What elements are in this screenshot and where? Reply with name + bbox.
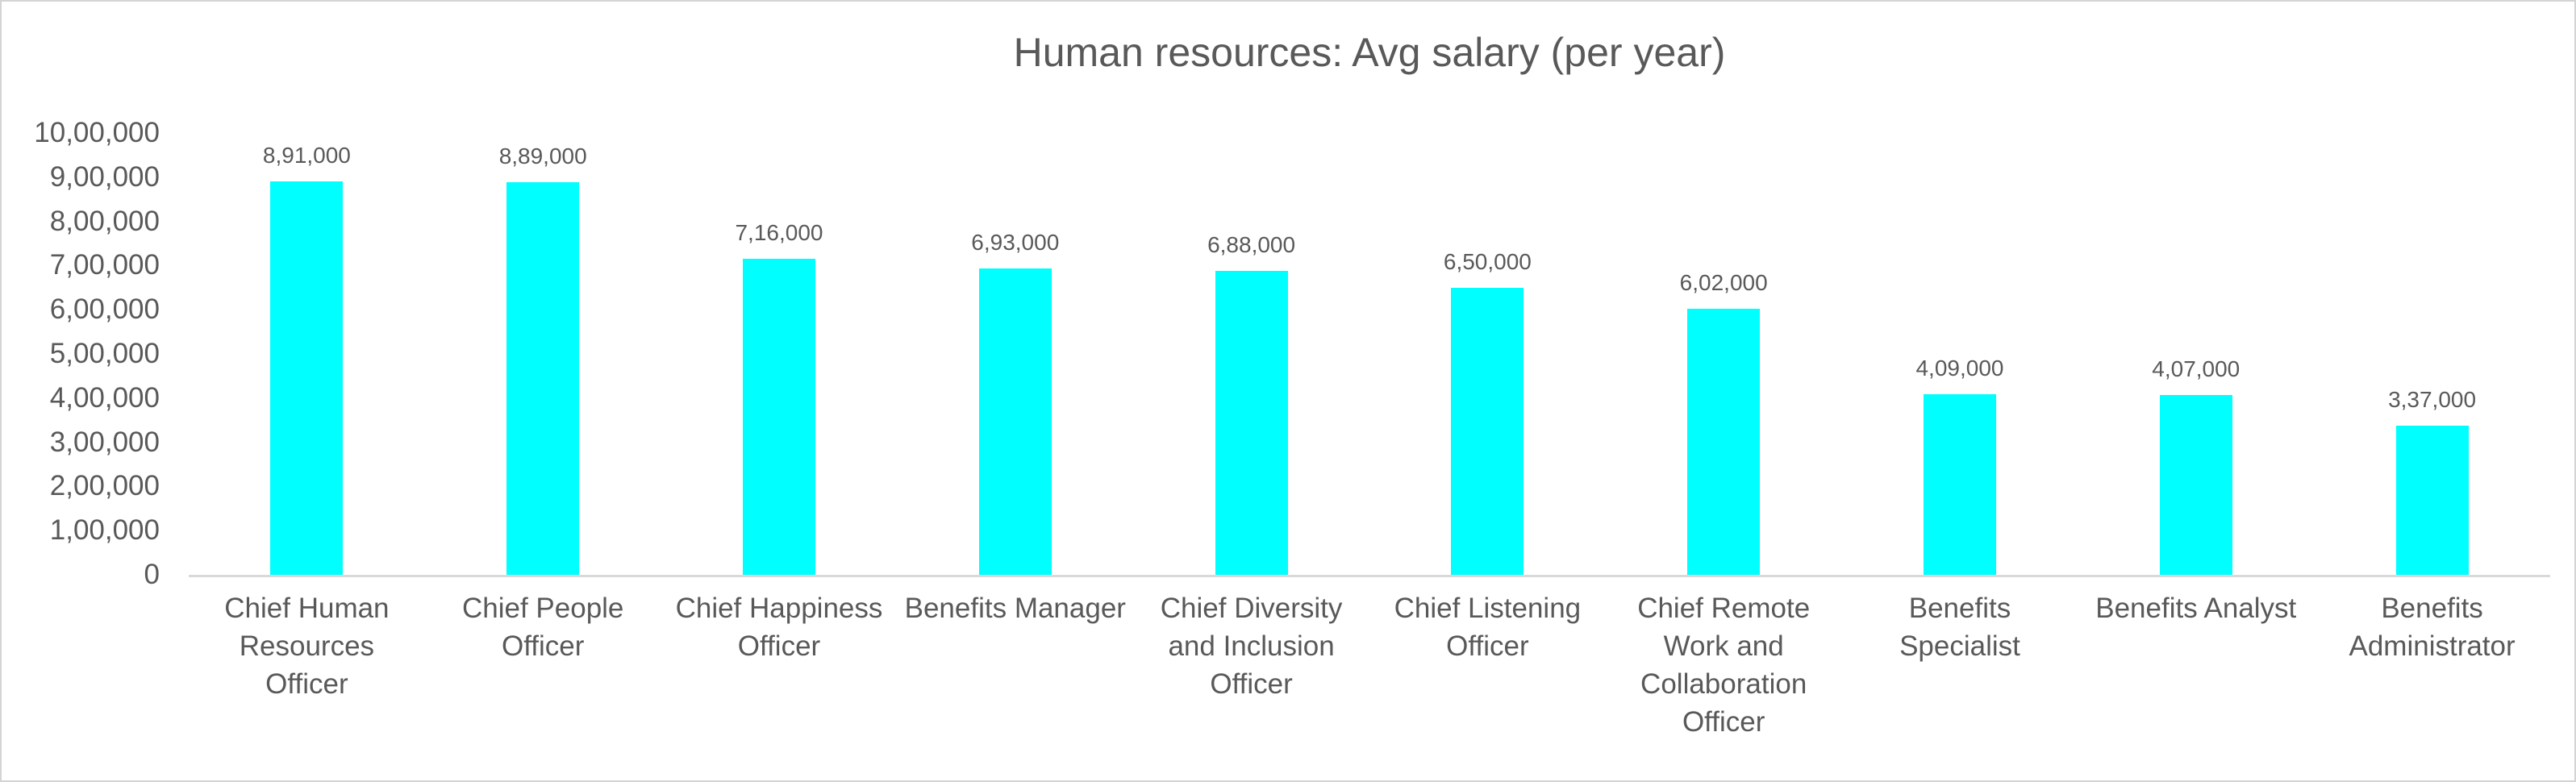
y-axis-tick-label: 1,00,000 [49,514,160,547]
bar [742,258,815,575]
y-axis-tick-label: 6,00,000 [49,293,160,326]
bar [1451,287,1524,575]
bar-value-label: 6,88,000 [1207,231,1296,257]
y-axis-tick-label: 10,00,000 [34,117,160,148]
bar-value-label: 6,02,000 [1679,270,1768,296]
chart-title: Human resources: Avg salary (per year) [1013,30,1726,75]
plot-area: 8,91,000 8,89,000 7,16,000 6,93,000 6,88,000… [189,133,2550,577]
bar [1923,393,1996,575]
category-label: Chief Listening Officer [1394,593,1582,662]
y-axis-tick-label: 8,00,000 [49,205,160,237]
y-axis-tick-label: 9,00,000 [49,160,160,193]
bar-value-label: 8,91,000 [262,142,351,168]
bar-column: 4,09,000 [1842,133,2078,575]
bar [1687,309,1761,575]
bar [978,268,1052,575]
y-axis-tick-label: 5,00,000 [49,338,160,369]
bar-column: 6,88,000 [1133,133,1369,575]
bar-column: 8,91,000 [189,133,425,575]
category-label: Benefits Specialist [1899,593,2020,662]
bar-column: 4,07,000 [2078,133,2314,575]
y-axis: 10,00,000 9,00,000 8,00,000 7,00,000 6,00,00… [2,117,160,590]
bar-column: 6,93,000 [897,133,1133,575]
category-label: Chief Human Resources Officer [224,593,390,700]
y-axis-tick-label: 7,00,000 [49,249,160,281]
bar-value-label: 4,09,000 [1915,355,2004,381]
bar-column: 6,02,000 [1606,133,1842,575]
bar-value-label: 6,50,000 [1443,248,1532,274]
y-axis-tick-label: 4,00,000 [49,381,160,414]
bar-value-label: 4,07,000 [2152,356,2240,381]
bar-column: 7,16,000 [661,133,898,575]
category-label: Chief Happiness Officer [675,593,883,662]
category-label: Benefits Analyst [2095,593,2297,624]
bar-value-label: 6,93,000 [971,230,1060,256]
bar-column: 3,37,000 [2314,133,2550,575]
bar [506,181,580,575]
bar [1215,270,1288,575]
y-axis-tick-label: 0 [144,559,160,590]
bar-value-label: 7,16,000 [735,219,823,245]
category-label: Chief People Officer [461,593,624,662]
x-axis: Chief Human Resources Officer Chief People O… [189,589,2550,741]
category-label: Chief Remote Work and Collaboration Officer [1637,593,1811,738]
bar-column: 8,89,000 [425,133,661,575]
category-label: Benefits Manager [904,593,1126,624]
bar-column: 6,50,000 [1369,133,1606,575]
bar-value-label: 3,37,000 [2388,387,2477,413]
bar [2395,426,2469,575]
y-axis-tick-label: 2,00,000 [49,470,160,502]
y-axis-tick-label: 3,00,000 [49,426,160,458]
category-label: Benefits Administrator [2349,593,2516,662]
bar-value-label: 8,89,000 [498,143,587,168]
category-label: Chief Diversity and Inclusion Officer [1160,593,1343,700]
bar [2159,394,2232,575]
bar [270,181,344,575]
